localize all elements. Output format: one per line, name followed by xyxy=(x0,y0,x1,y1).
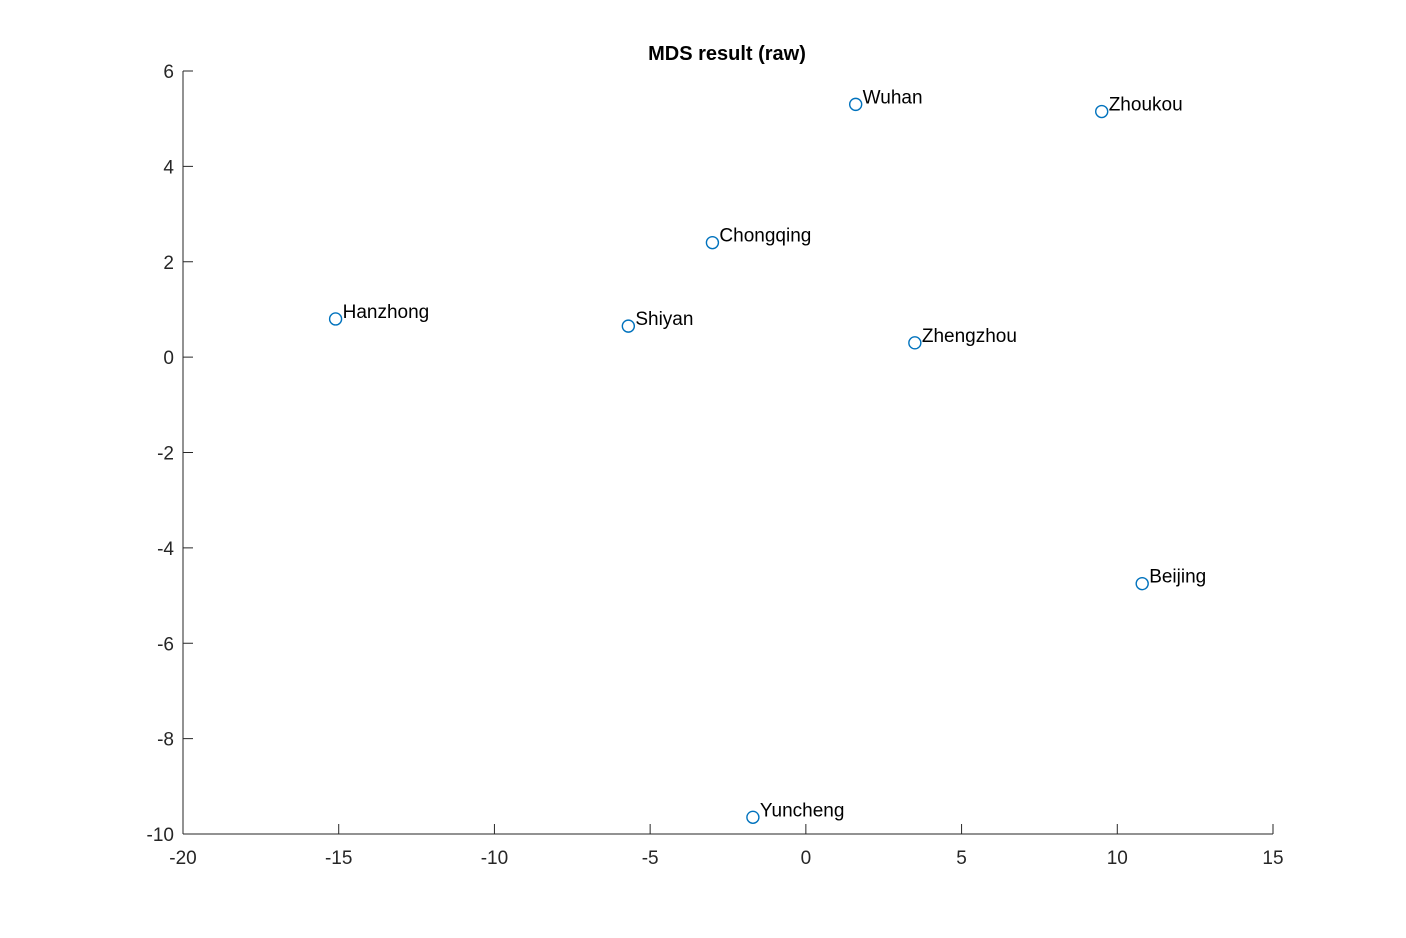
point-label: Yuncheng xyxy=(760,800,845,821)
point-label: Zhoukou xyxy=(1109,95,1183,116)
x-tick-label: 5 xyxy=(956,848,967,869)
data-points xyxy=(328,97,1149,825)
x-tick-label: -10 xyxy=(481,848,508,869)
y-tick-label: 4 xyxy=(163,157,174,178)
y-tick-label: 0 xyxy=(163,348,174,369)
point-marker xyxy=(746,810,760,825)
x-tick-label: 0 xyxy=(801,848,812,869)
point-labels: Wuhan Zhoukou Chongqing Hanzhong Shiyan Zheng… xyxy=(343,87,1207,821)
point-marker xyxy=(705,235,720,250)
y-tick-label: 2 xyxy=(163,253,174,274)
x-tick-label: -5 xyxy=(642,848,659,869)
x-tick-label: 15 xyxy=(1262,848,1283,869)
point-label: Hanzhong xyxy=(343,302,430,323)
point-marker xyxy=(621,319,636,333)
x-tick-label: 10 xyxy=(1107,848,1128,869)
point-marker xyxy=(908,336,922,350)
y-tick-label: 6 xyxy=(163,62,174,83)
point-marker xyxy=(1135,576,1149,591)
y-tick-label: -10 xyxy=(147,825,174,846)
point-marker xyxy=(328,312,343,326)
point-label: Chongqing xyxy=(719,226,811,247)
y-tick-label: -2 xyxy=(157,444,174,465)
y-tick-label: -4 xyxy=(157,539,174,560)
point-marker xyxy=(1095,104,1109,119)
point-marker xyxy=(848,97,863,112)
x-tick-label: -20 xyxy=(169,848,196,869)
point-label: Zhengzhou xyxy=(922,326,1017,347)
x-tick-label: -15 xyxy=(325,848,352,869)
y-tick-label: -6 xyxy=(157,634,174,655)
point-label: Wuhan xyxy=(863,87,923,108)
chart-title: MDS result (raw) xyxy=(648,43,806,65)
point-label: Shiyan xyxy=(635,309,693,330)
y-tick-label: -8 xyxy=(157,730,174,751)
point-label: Beijing xyxy=(1149,567,1206,588)
